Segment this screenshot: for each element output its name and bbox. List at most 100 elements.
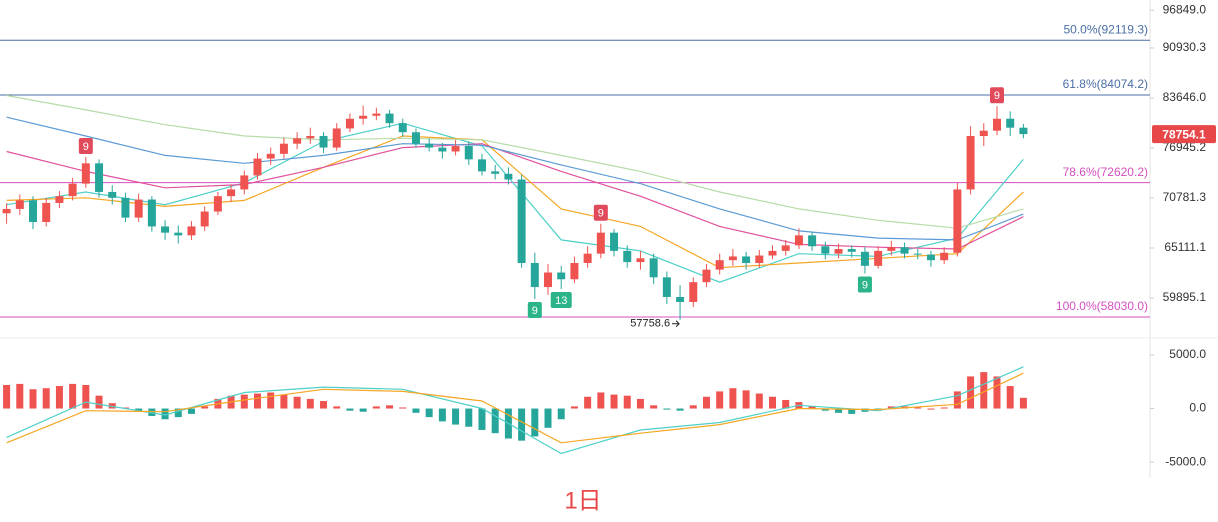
candle-body — [227, 189, 236, 197]
macd-bar — [927, 408, 935, 410]
candle-body — [557, 272, 566, 280]
macd-bar — [3, 384, 11, 409]
candle-body — [81, 163, 90, 184]
candle-body — [781, 245, 790, 251]
macd-bar — [518, 408, 526, 441]
y-tick-label: 90930.3 — [1163, 40, 1207, 54]
macd-bar — [689, 405, 697, 409]
candle-body — [504, 173, 513, 180]
macd-bar — [650, 405, 658, 409]
macd-bar — [412, 408, 420, 413]
candle-body — [808, 235, 817, 247]
candle-body — [623, 250, 632, 263]
td-marker-box — [989, 87, 1004, 104]
macd-bar — [531, 408, 539, 437]
candle-body — [319, 136, 328, 148]
td-marker-label: 9 — [994, 90, 1000, 102]
macd-bar — [742, 390, 750, 409]
candle-body — [728, 256, 737, 261]
td-marker-label: 9 — [862, 279, 868, 291]
macd-bar — [755, 393, 763, 409]
macd-bar — [372, 406, 380, 409]
candle-body — [662, 277, 671, 297]
candle-body — [583, 253, 592, 264]
macd-bar — [267, 392, 275, 409]
macd-bar — [438, 408, 446, 422]
candle-body — [2, 208, 11, 214]
candle-body — [411, 132, 420, 144]
candle-body — [161, 226, 170, 233]
last-price-box — [1152, 125, 1216, 144]
last-price-label: 78754.1 — [1162, 127, 1206, 141]
macd-bar — [69, 383, 77, 409]
fib-label: 78.6%(72620.2) — [1063, 165, 1148, 179]
candle-body — [385, 113, 394, 124]
macd-bar — [346, 408, 354, 411]
candle-body — [768, 250, 777, 256]
candle-body — [438, 147, 447, 152]
macd-bar — [636, 398, 644, 409]
candle-body — [108, 191, 117, 198]
macd-bar — [465, 408, 473, 427]
candle-body — [147, 199, 156, 227]
macd-bar — [570, 406, 578, 409]
macd-bar — [716, 391, 724, 409]
candle-body — [213, 196, 222, 212]
candle-body — [755, 255, 764, 264]
candle-body — [174, 232, 183, 236]
candle-body — [121, 197, 130, 218]
y-tick-label: -5000.0 — [1165, 454, 1206, 468]
fib-label: 50.0%(92119.3) — [1063, 22, 1148, 36]
candle-body — [874, 250, 883, 266]
fib-label: 100.0%(58030.0) — [1056, 299, 1148, 313]
moving-average — [6, 143, 1024, 250]
candle-body — [953, 189, 962, 253]
macd-bar — [914, 407, 922, 409]
macd-bar — [280, 394, 288, 409]
candle-body — [610, 232, 619, 251]
macd-bar — [610, 394, 618, 409]
macd-bar — [584, 396, 592, 409]
macd-bar — [333, 406, 341, 409]
macd-bar — [835, 408, 843, 413]
macd-bar — [980, 372, 988, 409]
candle-body — [821, 246, 830, 254]
macd-bar — [491, 408, 499, 434]
macd-bar — [676, 408, 684, 411]
candle-body — [1006, 118, 1015, 128]
macd-bar — [174, 408, 182, 418]
candle-body — [293, 138, 302, 144]
y-tick-label: 0.0 — [1189, 401, 1206, 415]
fib-label: 61.8%(84074.2) — [1063, 77, 1148, 91]
candle-body — [702, 269, 711, 283]
candle-body — [279, 143, 288, 154]
macd-bar — [544, 408, 552, 428]
candle-body — [306, 136, 315, 139]
candle-body — [636, 258, 645, 263]
y-tick-label: 59895.1 — [1163, 290, 1207, 304]
moving-average — [6, 116, 1024, 241]
candle-body — [860, 251, 869, 266]
y-tick-label: 96849.0 — [1163, 2, 1207, 16]
macd-bar — [821, 408, 829, 411]
y-tick-label: 83646.0 — [1163, 90, 1207, 104]
macd-bar — [95, 395, 103, 409]
macd-bar — [557, 408, 565, 420]
candle-body — [834, 249, 843, 254]
candle-body — [742, 256, 751, 264]
candle-body — [398, 123, 407, 133]
candle-body — [794, 235, 803, 246]
candle-body — [55, 196, 64, 203]
candle-body — [253, 158, 262, 176]
macd-bar — [452, 408, 460, 425]
macd-bar — [1006, 386, 1014, 409]
candle-body — [425, 143, 434, 148]
macd-bar — [940, 407, 948, 409]
macd-bar — [386, 405, 394, 409]
macd-bar — [425, 408, 433, 418]
td-marker-box — [78, 137, 93, 154]
candle-body — [240, 175, 249, 190]
macd-bar — [306, 398, 314, 409]
y-tick-label: 70781.3 — [1163, 190, 1207, 204]
